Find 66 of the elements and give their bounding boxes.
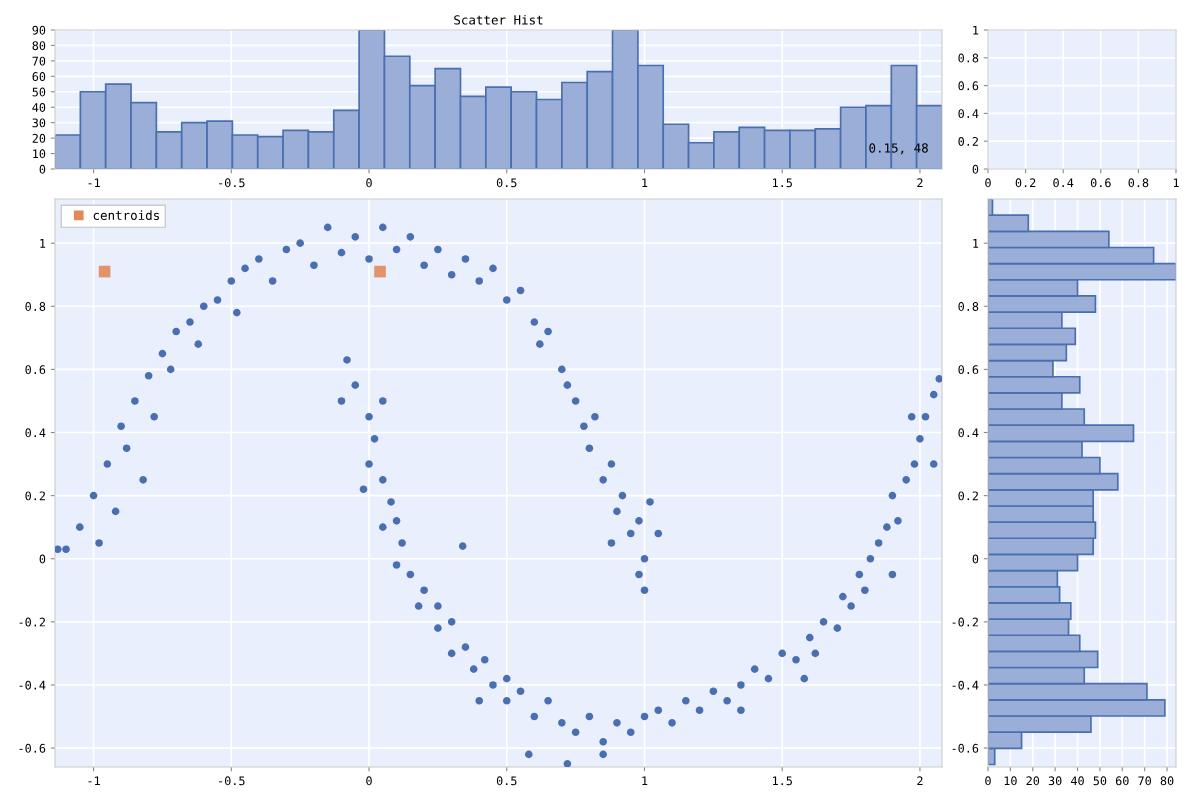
x-tick-label: 1	[642, 178, 648, 188]
y-tick-label: 0.6	[958, 365, 979, 375]
x-tick-label: 10	[1004, 776, 1017, 786]
x-tick-label: 0.4	[1053, 178, 1074, 188]
x-tick-label: 1.5	[772, 776, 792, 786]
y-tick-label: -0.4	[19, 680, 46, 690]
legend-label: centroids	[93, 210, 159, 220]
y-tick-label: 90	[32, 25, 46, 35]
y-tick-label: 0.2	[958, 491, 978, 501]
y-tick-label: 50	[32, 87, 46, 97]
x-tick-label: 60	[1115, 776, 1129, 786]
x-tick-label: -1	[88, 776, 100, 786]
y-tick-label: 0.4	[25, 428, 46, 438]
x-tick-label: 2	[917, 178, 923, 188]
y-tick-label: 1	[40, 239, 46, 248]
x-tick-label: 30	[1048, 776, 1062, 786]
y-tick-label: 80	[32, 41, 46, 51]
y-tick-label: 0	[972, 554, 979, 564]
y-tick-label: 20	[32, 133, 46, 143]
x-tick-label: -1	[88, 178, 100, 188]
x-tick-label: 0	[366, 178, 372, 188]
x-tick-label: 20	[1026, 776, 1040, 786]
y-tick-label: -0.6	[952, 743, 979, 753]
y-tick-label: -0.6	[19, 743, 46, 753]
x-tick-label: 1	[642, 776, 648, 786]
x-tick-label: 0.5	[496, 178, 517, 188]
x-tick-label: 0	[985, 178, 991, 188]
annotation: 0.15, 48	[869, 143, 928, 155]
x-tick-label: 0.8	[1128, 178, 1149, 188]
y-tick-label: 0.6	[958, 81, 979, 91]
x-tick-label: 40	[1071, 776, 1084, 786]
x-tick-label: 2	[917, 776, 923, 786]
y-tick-label: 10	[33, 149, 46, 159]
y-tick-label: 0.4	[958, 109, 979, 119]
y-tick-label: 0.8	[958, 302, 979, 311]
y-tick-label: -0.4	[952, 680, 979, 690]
x-tick-label: 0	[366, 776, 372, 786]
y-tick-label: 0	[39, 164, 46, 174]
y-tick-label: -0.2	[952, 617, 978, 627]
x-tick-label: 70	[1138, 776, 1152, 786]
y-tick-label: 0.8	[958, 53, 979, 63]
y-tick-label: 1	[973, 25, 979, 35]
y-tick-label: 40	[32, 102, 46, 112]
y-tick-label: 0.8	[25, 302, 46, 311]
y-tick-label: 60	[32, 72, 46, 82]
y-tick-label: 70	[32, 56, 46, 66]
x-tick-label: 0	[985, 776, 991, 786]
x-tick-label: 0.2	[1015, 178, 1036, 188]
y-tick-label: 0	[972, 164, 979, 174]
x-tick-label: 1	[1173, 178, 1179, 188]
x-tick-label: 1.5	[772, 178, 792, 188]
y-tick-label: 0.4	[958, 428, 979, 438]
x-tick-label: 80	[1160, 776, 1174, 786]
x-tick-label: 0.5	[496, 776, 517, 786]
chart-title: Scatter Hist	[454, 14, 543, 25]
y-tick-label: 0.2	[958, 136, 978, 146]
x-tick-label: -0.5	[219, 776, 245, 786]
x-tick-label: 0.6	[1090, 178, 1111, 188]
y-tick-label: -0.2	[19, 617, 45, 627]
y-tick-label: 30	[32, 118, 46, 128]
y-tick-label: 0.6	[25, 365, 46, 375]
y-tick-label: 0.2	[25, 491, 45, 501]
y-tick-label: 0	[39, 554, 46, 564]
x-tick-label: -0.5	[219, 178, 245, 188]
x-tick-label: 50	[1093, 776, 1107, 786]
y-tick-label: 1	[973, 239, 979, 248]
